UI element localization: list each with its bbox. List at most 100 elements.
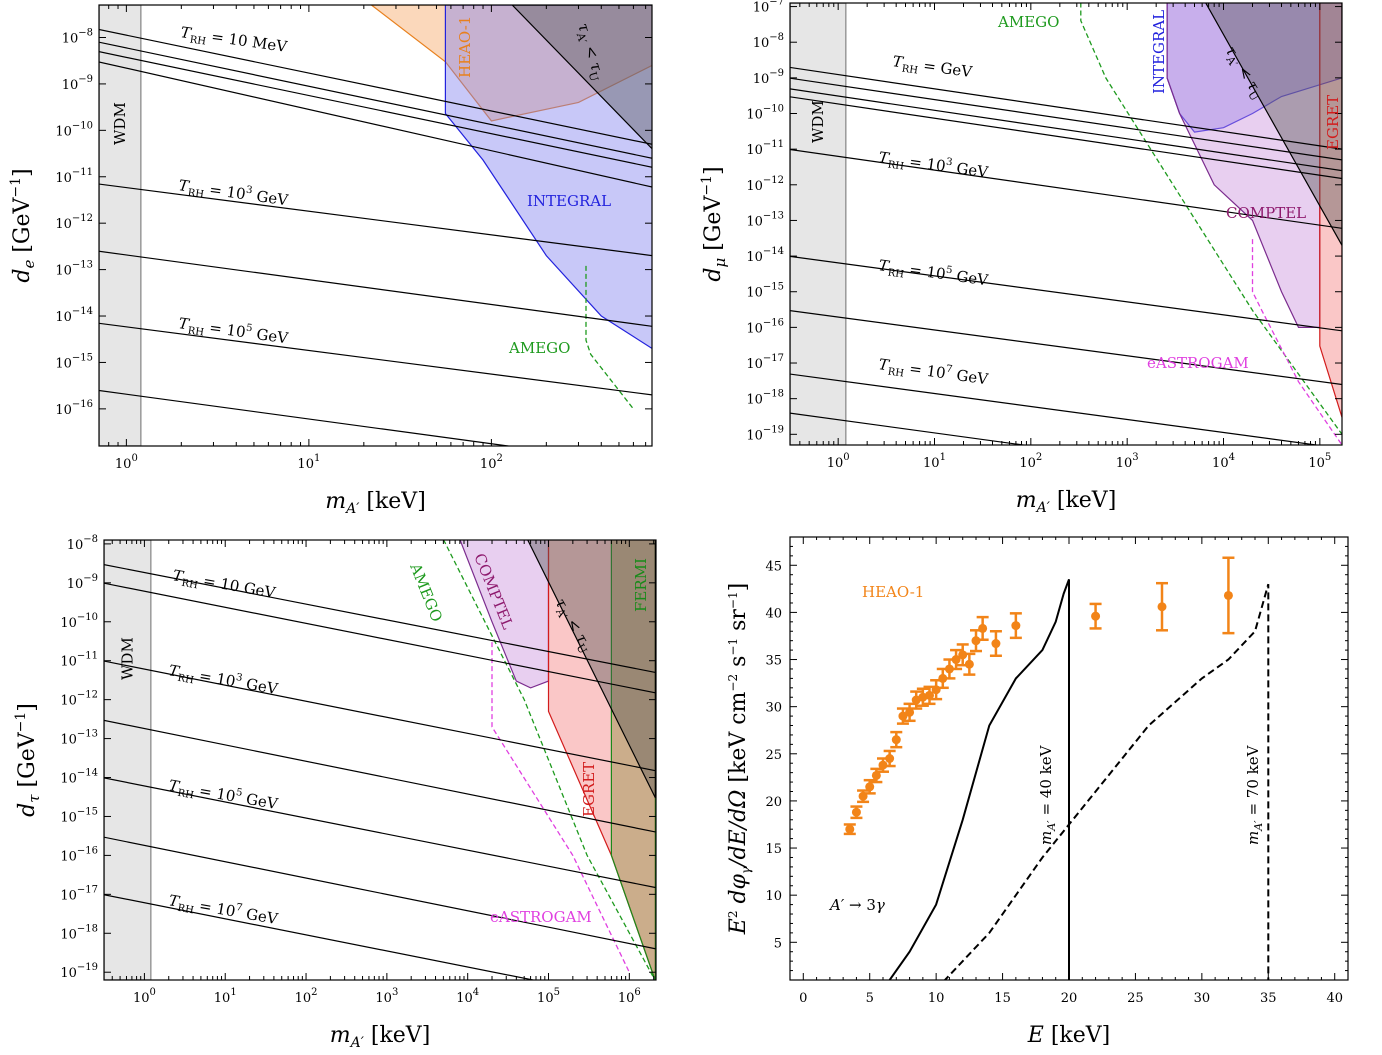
projection-amego — [442, 540, 656, 980]
data-point — [971, 636, 981, 646]
projection-amego — [585, 265, 634, 410]
x-tick-label: 104 — [1212, 452, 1235, 471]
y-tick-label: 10−15 — [55, 352, 93, 371]
eastrogam-label: eASTROGAM — [490, 908, 592, 926]
x-tick-label: 15 — [994, 991, 1011, 1006]
x-tick-label: 105 — [537, 987, 560, 1006]
y-tick-label: 20 — [765, 795, 782, 810]
trh-line — [99, 389, 513, 446]
data-point — [845, 824, 855, 834]
y-tick-label: 10−7 — [753, 0, 784, 16]
data-point — [885, 754, 895, 763]
amego-label: AMEGO — [406, 560, 446, 625]
trh-label: TRH = 105 GeV — [877, 255, 990, 292]
y-tick-label: 10−14 — [746, 246, 784, 265]
trh-line — [99, 322, 652, 396]
y-tick-label: 25 — [765, 748, 782, 763]
trh-line — [104, 777, 656, 889]
x-tick-label: 102 — [1019, 452, 1042, 471]
y-tick-label: 15 — [765, 842, 782, 857]
curve-label-70: mA′ = 70 keV — [1244, 744, 1265, 845]
trh-line — [790, 373, 1321, 445]
trh-line — [104, 660, 656, 772]
y-tick-label: 10−9 — [67, 573, 98, 592]
y-tick-label: 10−11 — [60, 651, 98, 670]
y-tick-label: 10−12 — [60, 690, 98, 709]
data-point — [925, 690, 934, 700]
x-tick-label: 10 — [928, 991, 945, 1006]
x-axis-title: mA′ [keV] — [1016, 488, 1117, 516]
x-tick-label: 100 — [827, 452, 850, 471]
tau-label: τA′ < τU — [571, 21, 608, 83]
trh-line — [104, 582, 656, 694]
y-tick-label: 10−13 — [746, 210, 784, 229]
x-tick-label: 0 — [799, 991, 807, 1006]
x-tick-label: 102 — [295, 987, 318, 1006]
data-point — [978, 623, 988, 633]
y-tick-label: 10−15 — [60, 806, 98, 825]
y-tick-label: 10−19 — [746, 424, 784, 443]
y-tick-label: 30 — [765, 701, 782, 716]
x-tick-label: 20 — [1061, 991, 1078, 1006]
data-point — [1157, 602, 1167, 612]
data-point — [991, 639, 1001, 649]
x-tick-label: 25 — [1127, 991, 1144, 1006]
trh-label: TRH = 103 GeV — [167, 660, 281, 701]
x-tick-label: 102 — [480, 453, 503, 472]
wdm-label: WDM — [118, 637, 136, 680]
y-tick-label: 10−14 — [55, 306, 93, 325]
y-tick-label: 10−13 — [55, 260, 93, 279]
data-point — [1223, 590, 1233, 600]
x-axis-title: mA′ [keV] — [325, 489, 426, 517]
y-tick-label: 45 — [765, 559, 782, 574]
data-point — [865, 782, 875, 792]
trh-line — [790, 66, 1342, 150]
amego-label: AMEGO — [997, 13, 1059, 31]
x-tick-label: 103 — [1116, 452, 1139, 471]
x-tick-label: 105 — [1308, 452, 1331, 471]
y-tick-label: 10 — [765, 889, 782, 904]
plot-frame — [103, 539, 657, 981]
y-tick-label: 10−8 — [753, 32, 784, 51]
trh-label: TRH = 103 GeV — [877, 147, 990, 184]
y-tick-label: 10−10 — [746, 104, 784, 123]
wdm-label: WDM — [111, 102, 129, 145]
trh-label: TRH = 103 GeV — [177, 175, 290, 212]
projection-eastrogam — [1251, 239, 1342, 445]
process-label: A′ → 3γ — [828, 896, 885, 914]
trh-line — [104, 836, 656, 950]
x-tick-label: 101 — [923, 452, 946, 471]
y-tick-label: 10−16 — [746, 317, 784, 336]
data-point — [851, 807, 861, 817]
data-point — [958, 650, 968, 660]
region-egret — [1319, 3, 1342, 418]
data-point — [944, 664, 954, 674]
panel-dtau: WDM 100 101 102 103 104 105 106 10−19 10−18 10−17 1… — [13, 534, 657, 1051]
data-point — [905, 707, 915, 717]
heao-legend: HEAO-1 — [862, 583, 924, 601]
data-point — [898, 711, 908, 721]
x-axis-title: mA′ [keV] — [330, 1023, 431, 1051]
egret-label: EGRET — [580, 762, 598, 817]
trh-line — [790, 96, 1342, 180]
curve-solid — [888, 579, 1070, 980]
y-tick-label: 10−12 — [746, 175, 784, 194]
y-tick-label: 35 — [765, 654, 782, 669]
y-tick-label: 10−12 — [55, 213, 93, 232]
y-tick-label: 10−17 — [746, 353, 784, 372]
trh-line — [104, 719, 656, 833]
y-tick-label: 10−18 — [60, 923, 98, 942]
data-point — [951, 655, 961, 665]
trh-line — [99, 183, 652, 257]
trh-line — [790, 77, 1342, 161]
y-tick-label: 10−9 — [62, 74, 93, 93]
trh-line — [99, 41, 652, 159]
wdm-region — [99, 5, 142, 446]
trh-line — [790, 148, 1342, 229]
y-tick-label: 10−16 — [55, 399, 93, 418]
y-tick-label: 10−11 — [55, 167, 93, 186]
trh-line — [99, 28, 652, 145]
trh-line — [104, 894, 537, 980]
y-axis-title: de [GeV−1] — [8, 168, 38, 282]
